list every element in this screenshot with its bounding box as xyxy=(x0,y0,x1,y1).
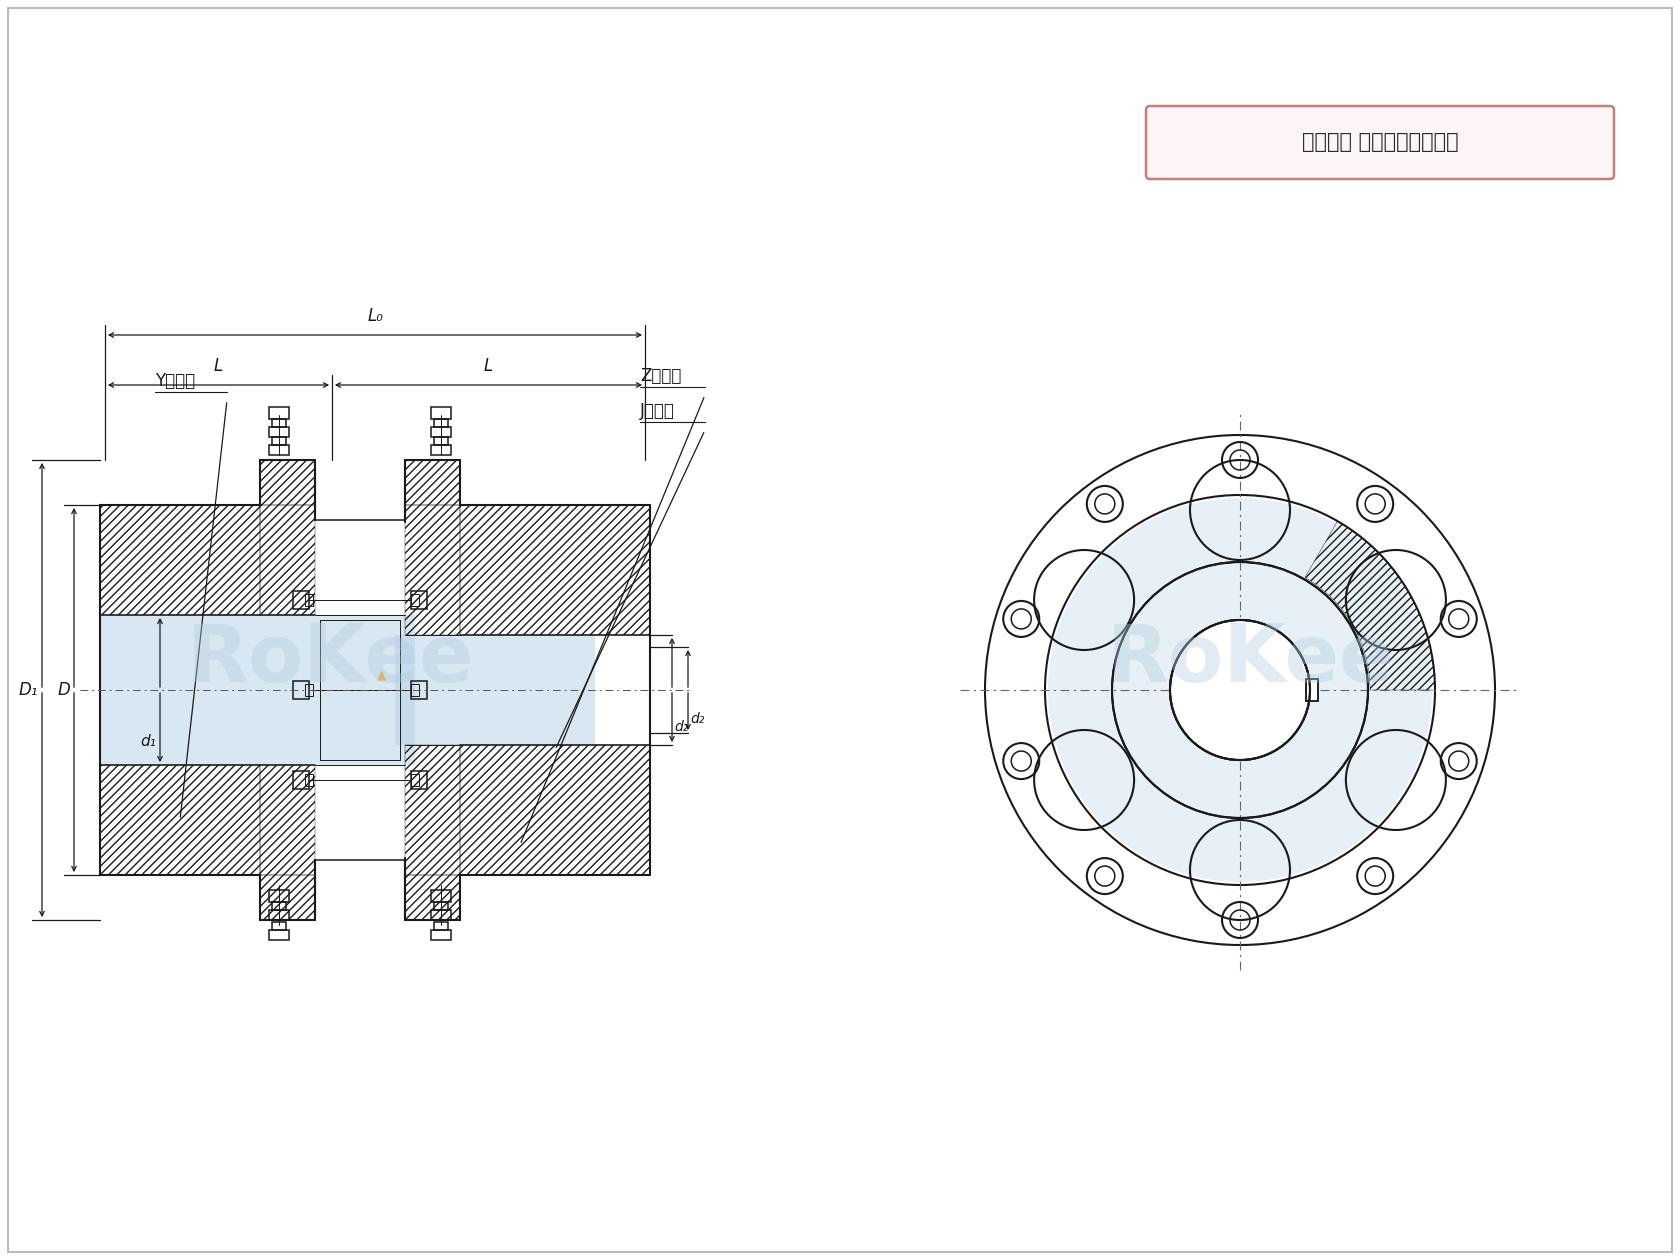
Bar xyxy=(460,505,650,635)
Bar xyxy=(412,680,427,699)
Text: d₁: d₁ xyxy=(139,735,156,750)
Bar xyxy=(430,427,450,437)
Circle shape xyxy=(1171,621,1309,759)
Text: 版权所有 侵权必被严厉追究: 版权所有 侵权必被严厉追究 xyxy=(1302,132,1458,152)
Text: Z型轴孔: Z型轴孔 xyxy=(640,367,682,386)
Bar xyxy=(430,890,450,902)
Text: ▲: ▲ xyxy=(378,669,386,682)
Bar xyxy=(260,460,316,505)
Bar xyxy=(272,902,286,910)
Bar xyxy=(101,615,415,765)
Bar xyxy=(269,930,289,940)
Bar xyxy=(292,771,309,789)
Bar xyxy=(269,445,289,455)
Bar xyxy=(272,922,286,930)
Bar xyxy=(460,745,650,874)
Text: L₀: L₀ xyxy=(366,307,383,325)
Bar xyxy=(412,774,418,786)
Text: d₂: d₂ xyxy=(674,719,689,735)
Text: D₁: D₁ xyxy=(18,680,39,699)
Bar xyxy=(412,593,418,606)
Bar xyxy=(101,765,260,874)
Text: L: L xyxy=(213,357,223,375)
Bar xyxy=(433,902,449,910)
Text: d₂: d₂ xyxy=(690,712,704,726)
Circle shape xyxy=(1048,498,1431,882)
Bar xyxy=(405,505,460,635)
Bar xyxy=(395,635,595,745)
Bar xyxy=(260,505,316,615)
Bar xyxy=(269,910,289,920)
Bar xyxy=(260,874,316,920)
Bar xyxy=(260,765,316,874)
Bar xyxy=(405,874,460,920)
Bar xyxy=(412,771,427,789)
Bar xyxy=(430,407,450,420)
Text: RoKee: RoKee xyxy=(1105,621,1394,699)
Bar xyxy=(430,910,450,920)
Bar xyxy=(405,745,460,874)
Bar xyxy=(269,890,289,902)
Bar xyxy=(269,407,289,420)
Text: L: L xyxy=(484,357,494,375)
Bar xyxy=(292,591,309,609)
Bar xyxy=(405,460,460,505)
Bar xyxy=(433,437,449,445)
Bar xyxy=(433,922,449,930)
Bar xyxy=(1305,679,1319,701)
Text: Y型轴孔: Y型轴孔 xyxy=(155,372,195,391)
Text: RoKee: RoKee xyxy=(186,621,474,699)
Text: J型轴孔: J型轴孔 xyxy=(640,402,675,420)
Text: D: D xyxy=(57,680,71,699)
Bar xyxy=(269,427,289,437)
Bar xyxy=(433,420,449,427)
Bar xyxy=(272,420,286,427)
Bar xyxy=(292,680,309,699)
Bar xyxy=(1305,679,1319,701)
Bar xyxy=(412,684,418,696)
Bar xyxy=(430,930,450,940)
FancyBboxPatch shape xyxy=(1146,106,1614,179)
Bar xyxy=(430,445,450,455)
Bar xyxy=(272,437,286,445)
Bar xyxy=(306,684,312,696)
Bar xyxy=(101,505,260,615)
Bar xyxy=(306,593,312,606)
Bar xyxy=(412,591,427,609)
Bar xyxy=(306,774,312,786)
